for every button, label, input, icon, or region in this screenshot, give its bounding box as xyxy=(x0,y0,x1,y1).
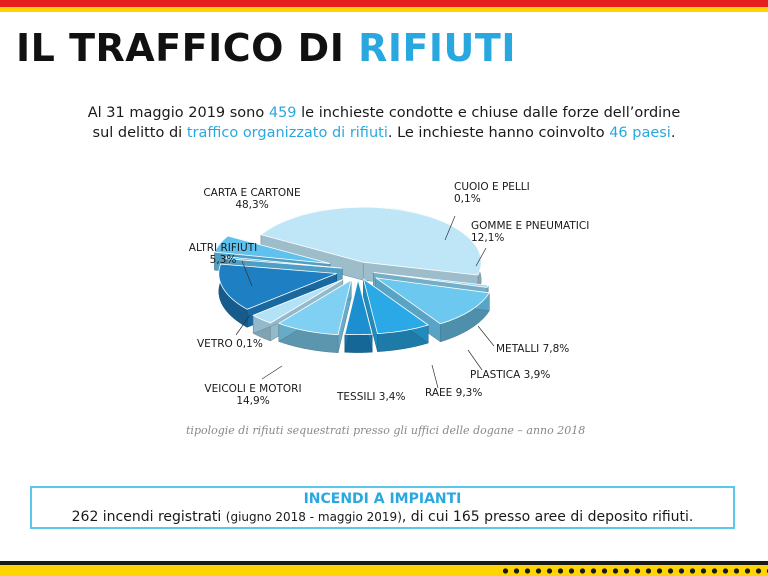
pie-leader-line xyxy=(444,215,456,241)
top-stripe xyxy=(0,0,768,14)
intro-countries-count: 46 paesi xyxy=(609,125,671,141)
chart-caption: tipologie di rifiuti sequestrati presso … xyxy=(186,424,586,437)
fires-text-period: (giugno 2018 - maggio 2019) xyxy=(225,510,402,524)
fires-text-b: , di cui 165 presso aree di deposito rif… xyxy=(401,509,694,525)
pie-label-plastica: PLASTICA 3,9% xyxy=(470,369,550,381)
pie-leader-line xyxy=(475,247,487,267)
bottom-stripe-yellow xyxy=(0,565,768,576)
fires-text-a: 262 incendi registrati xyxy=(71,509,226,525)
pie-slice-metalli xyxy=(362,278,430,352)
pie-leader-line xyxy=(431,364,439,389)
pie-slice-raee xyxy=(277,279,352,353)
pie-label-gomme-e-pneumatici: GOMME E PNEUMATICI 12,1% xyxy=(471,220,589,244)
pie-leader-line xyxy=(477,325,495,347)
intro-line1-a: Al 31 maggio 2019 sono xyxy=(87,105,269,121)
intro-crime-type: traffico organizzato di rifiuti xyxy=(186,125,388,141)
intro-line-2: sul delitto di traffico organizzato di r… xyxy=(0,123,768,143)
intro-text: Al 31 maggio 2019 sono 459 le inchieste … xyxy=(0,103,768,143)
top-stripe-yellow xyxy=(0,7,768,12)
bottom-stripe-dots xyxy=(500,567,768,575)
pie-label-tessili: TESSILI 3,4% xyxy=(336,391,405,403)
intro-line2-c: . xyxy=(670,125,676,141)
page-title: IL TRAFFICO DI RIFIUTI xyxy=(16,26,516,70)
waste-pie-chart: CARTA E CARTONE 48,3% CUOIO E PELLI 0,1% GOM… xyxy=(189,181,590,407)
intro-line2-a: sul delitto di xyxy=(92,125,187,141)
pie-label-metalli: METALLI 7,8% xyxy=(496,343,569,355)
intro-line-1: Al 31 maggio 2019 sono 459 le inchieste … xyxy=(0,103,768,123)
fires-box-text: 262 incendi registrati (giugno 2018 - ma… xyxy=(32,509,733,525)
pie-label-cuoio-e-pelli: CUOIO E PELLI 0,1% xyxy=(454,181,530,205)
pie-slice-plastica xyxy=(344,279,373,353)
pie-label-carta-e-cartone: CARTA E CARTONE 48,3% xyxy=(203,187,300,211)
page-title-highlight: RIFIUTI xyxy=(358,26,516,70)
bottom-stripe xyxy=(0,561,768,576)
pie-leader-line xyxy=(241,260,253,287)
pie-label-vetro: VETRO 0,1% xyxy=(197,338,263,350)
fires-box-title: INCENDI A IMPIANTI xyxy=(303,491,462,507)
bottom-stripe-black xyxy=(0,561,768,565)
pie-leader-line xyxy=(261,365,283,380)
fires-info-box: INCENDI A IMPIANTI 262 incendi registrat… xyxy=(30,486,735,529)
intro-line1-b: le inchieste condotte e chiuse dalle for… xyxy=(296,105,681,121)
intro-line2-b: . Le inchieste hanno coinvolto xyxy=(387,125,610,141)
pie-leader-line xyxy=(467,349,483,371)
pie-label-veicoli-e-motori: VEICOLI E MOTORI 14,9% xyxy=(204,383,301,407)
top-stripe-red xyxy=(0,0,768,7)
pie-label-altri-rifiuti: ALTRI RIFIUTI 5,3% xyxy=(189,242,257,266)
pie-leader-line xyxy=(235,314,251,336)
pie-label-raee: RAEE 9,3% xyxy=(425,387,482,399)
page-title-main: IL TRAFFICO DI xyxy=(16,26,359,70)
intro-inquiries-count: 459 xyxy=(268,105,297,121)
